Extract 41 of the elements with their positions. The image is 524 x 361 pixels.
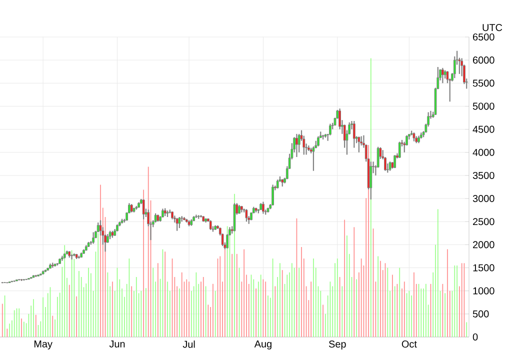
- candlestick: [272, 184, 274, 206]
- y-tick-label: 2500: [473, 218, 494, 226]
- y-tick-label: 5000: [472, 102, 494, 110]
- candlestick: [142, 198, 145, 220]
- x-tick-label: Sep: [328, 340, 346, 350]
- candlestick: [298, 133, 300, 153]
- x-tick-label: Jun: [109, 340, 125, 348]
- candlestick: [245, 208, 248, 222]
- y-tick-label: 500: [472, 310, 489, 318]
- candlestick: [312, 146, 315, 172]
- y-tick-label: 4000: [472, 148, 494, 156]
- x-tick-label: Jul: [182, 340, 195, 348]
- candlestick: [338, 108, 341, 130]
- y-tick-label: 0: [472, 333, 478, 341]
- x-tick-label: May: [34, 340, 52, 350]
- candlestick: [398, 141, 401, 158]
- text: UTC: [482, 24, 502, 32]
- y-tick-label: 6000: [473, 56, 494, 64]
- y-tick-label: 1500: [473, 264, 494, 272]
- candlestick: [394, 154, 396, 169]
- candlestick: [441, 67, 444, 84]
- candlestick: [388, 161, 392, 172]
- x-tick-label: Oct: [402, 340, 417, 348]
- candlestick: [70, 254, 73, 260]
- candlestick: [209, 220, 212, 230]
- candlestick: [176, 217, 178, 232]
- y-tick-label: 3000: [472, 195, 494, 202]
- candlestick: [296, 133, 298, 158]
- candlestick: [178, 216, 181, 229]
- candlestick: [262, 201, 264, 214]
- y-tick-label: 2000: [473, 241, 494, 248]
- candlestick: [317, 136, 320, 147]
- y-tick-label: 6500: [473, 33, 494, 41]
- y-tick-label: 5500: [472, 80, 494, 87]
- x-tick-label: Aug: [254, 340, 272, 350]
- candlestick: [358, 136, 360, 153]
- candlestick: [92, 232, 95, 244]
- y-tick-label: 3500: [472, 172, 494, 179]
- candlestick: [352, 120, 356, 148]
- y-tick-label: 1000: [473, 287, 494, 294]
- y-tick-label: 4500: [472, 126, 494, 133]
